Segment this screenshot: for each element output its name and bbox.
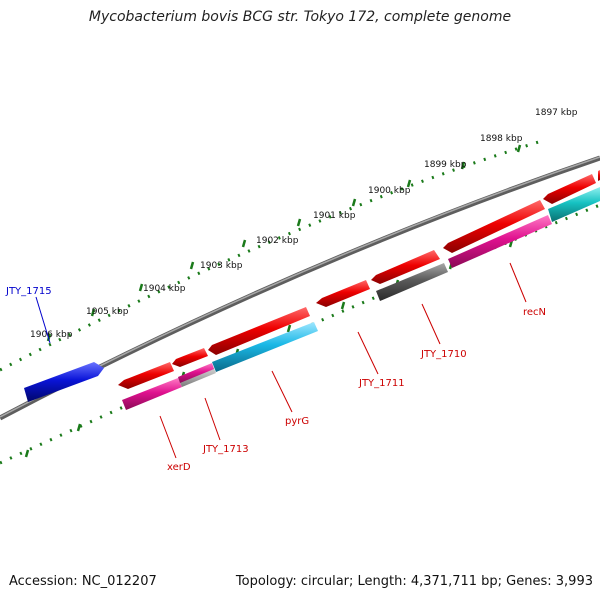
gene-arrow[interactable] xyxy=(316,280,370,307)
accession-text: Accession: NC_012207 xyxy=(9,574,157,589)
gene-label-JTY_1710: JTY_1710 xyxy=(420,349,467,360)
tick-label-1906: 1906 kbp xyxy=(30,330,73,340)
gene-arrow[interactable] xyxy=(208,307,310,355)
gene-label-xerD: xerD xyxy=(167,462,191,473)
upper-major-ticks xyxy=(46,144,522,342)
gene-arrow[interactable] xyxy=(543,174,596,204)
map-title: Mycobacterium bovis BCG str. Tokyo 172, … xyxy=(88,9,512,25)
tick-label-1900: 1900 kbp xyxy=(368,186,411,196)
genome-backbone xyxy=(0,155,600,421)
topology-text: Topology: circular; Length: 4,371,711 bp… xyxy=(235,574,593,589)
reverse-strand-genes xyxy=(122,187,600,410)
gene-arrow[interactable] xyxy=(172,348,208,367)
gene-arrow[interactable] xyxy=(443,200,545,253)
tick-label-1899: 1899 kbp xyxy=(424,160,467,170)
gene-label-JTY_1711: JTY_1711 xyxy=(358,378,405,389)
gene-arrow-teal[interactable] xyxy=(548,187,600,222)
label-connectors xyxy=(35,262,527,459)
gene-arrow[interactable] xyxy=(371,250,440,284)
gene-label-pyrG: pyrG xyxy=(285,416,309,427)
gene-arrow-magenta-small[interactable] xyxy=(178,363,214,383)
gene-arrow-recN[interactable] xyxy=(448,215,552,268)
gene-arrow-pyrG[interactable] xyxy=(212,322,318,372)
gene-label-JTY_1715: JTY_1715 xyxy=(5,286,52,297)
tick-label-1902: 1902 kbp xyxy=(256,236,299,246)
gene-arrow-JTY_1715[interactable] xyxy=(24,362,104,402)
forward-strand-genes xyxy=(118,170,600,389)
outer-tick-ring xyxy=(0,138,546,372)
gene-arrow-JTY_1710[interactable] xyxy=(376,263,448,301)
tick-label-1898: 1898 kbp xyxy=(480,134,523,144)
gene-arrow-xerD[interactable] xyxy=(122,378,182,410)
tick-label-1901: 1901 kbp xyxy=(313,211,356,221)
gene-arrow[interactable] xyxy=(118,362,174,389)
gene-label-JTY_1713: JTY_1713 xyxy=(202,444,249,455)
tick-label-1904: 1904 kbp xyxy=(143,284,186,294)
gene-label-recN: recN xyxy=(523,307,546,318)
tick-label-1903: 1903 kbp xyxy=(200,261,243,271)
tick-label-1905: 1905 kbp xyxy=(86,307,129,317)
tick-label-1897: 1897 kbp xyxy=(535,108,578,118)
